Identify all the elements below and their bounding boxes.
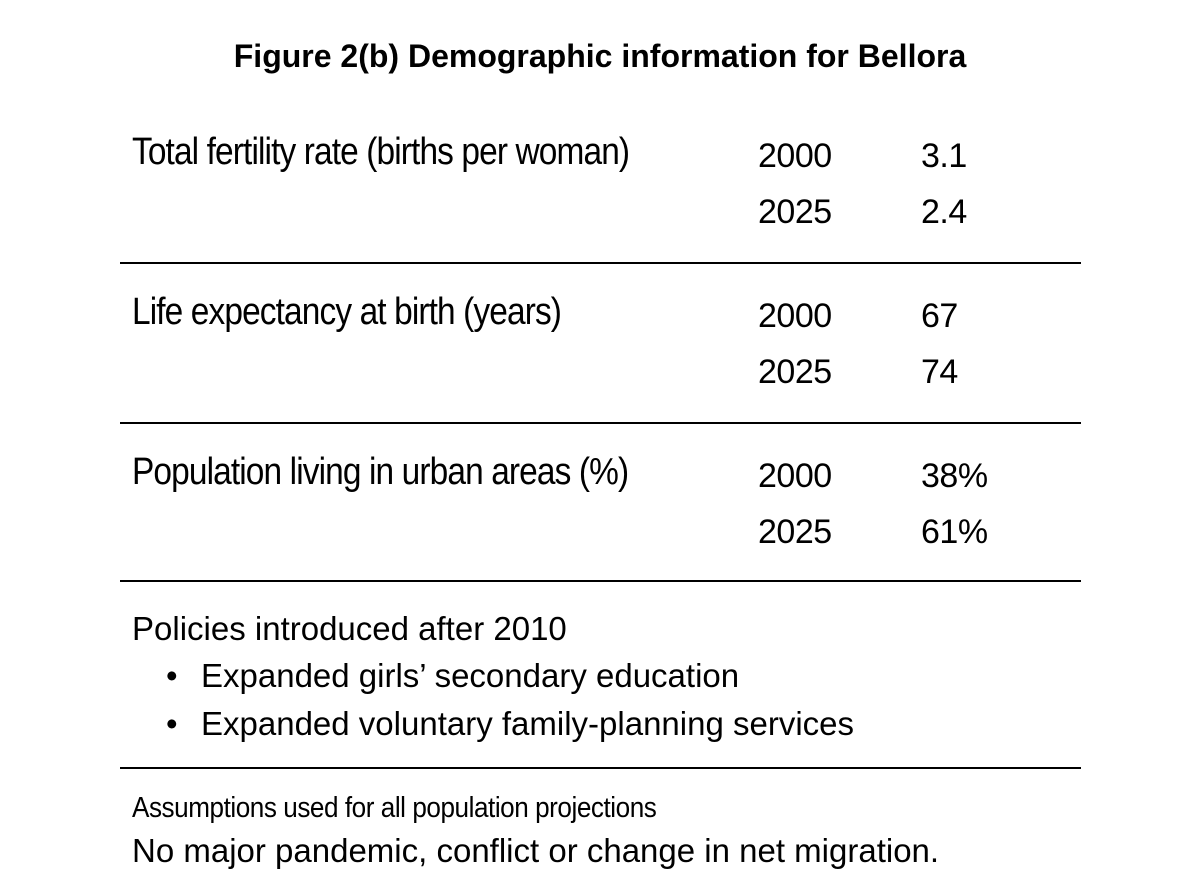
assumptions-text: No major pandemic, conflict or change in… [132,832,940,869]
assumptions-heading: Assumptions used for all population proj… [132,792,657,824]
value-cell: 61% [921,513,988,551]
bullet-icon: • [166,657,178,694]
indicator-label: Total fertility rate (births per woman) [132,131,630,173]
indicator-life-expectancy: Life expectancy at birth (years) 2000 67… [132,288,1132,408]
value-cell: 67 [921,297,958,335]
section-divider [120,767,1081,769]
indicator-label: Life expectancy at birth (years) [132,291,562,333]
bullet-icon: • [166,705,178,742]
policies-heading: Policies introduced after 2010 [132,610,567,647]
policies-section: Policies introduced after 2010 • Expande… [132,606,1132,748]
section-divider [120,262,1081,264]
year-cell: 2025 [758,353,832,391]
year-cell: 2000 [758,137,832,175]
section-divider [120,580,1081,582]
year-cell: 2025 [758,513,832,551]
assumptions-section: Assumptions used for all population proj… [132,788,1182,874]
value-cell: 2.4 [921,193,967,231]
year-cell: 2025 [758,193,832,231]
value-cell: 3.1 [921,137,967,175]
value-cell: 38% [921,457,988,495]
policy-item: • Expanded girls’ secondary education [132,652,1132,700]
section-divider [120,422,1081,424]
policy-item: • Expanded voluntary family-planning ser… [132,700,1132,748]
policy-text: Expanded girls’ secondary education [201,657,740,694]
value-cell: 74 [921,353,958,391]
indicator-fertility-rate: Total fertility rate (births per woman) … [132,128,1132,248]
indicator-urban-population: Population living in urban areas (%) 200… [132,448,1132,568]
indicator-label: Population living in urban areas (%) [132,451,629,493]
policy-text: Expanded voluntary family-planning servi… [201,705,855,742]
policy-list: • Expanded girls’ secondary education • … [132,652,1132,748]
year-cell: 2000 [758,297,832,335]
figure-title: Figure 2(b) Demographic information for … [233,38,967,74]
year-cell: 2000 [758,457,832,495]
